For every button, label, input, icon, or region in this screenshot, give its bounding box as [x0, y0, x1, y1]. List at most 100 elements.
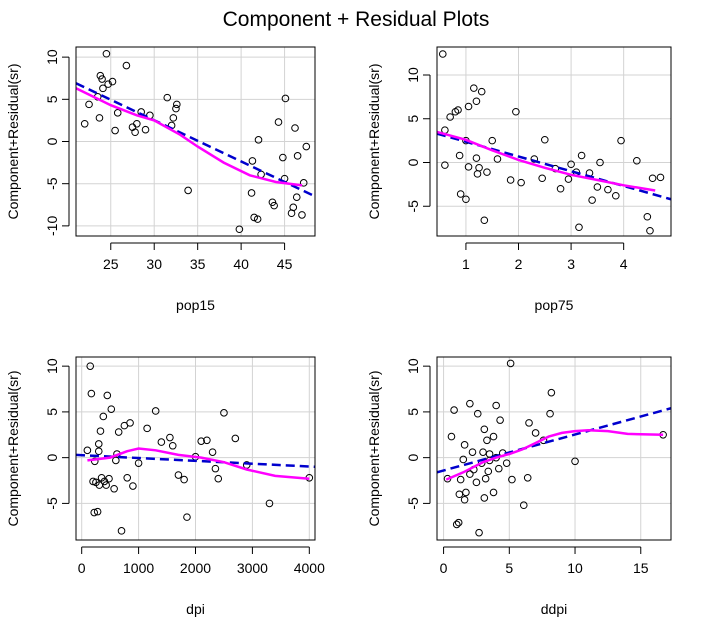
- smooth-line: [87, 447, 310, 480]
- data-point: [484, 467, 493, 476]
- data-point: [577, 151, 586, 160]
- data-point: [103, 391, 112, 400]
- data-point: [151, 407, 160, 415]
- data-point: [90, 457, 99, 466]
- data-point: [99, 84, 107, 93]
- y-tick-label: -5: [44, 497, 60, 510]
- data-point: [517, 178, 525, 187]
- data-point: [105, 474, 113, 483]
- data-point: [299, 179, 308, 187]
- data-point: [611, 191, 620, 200]
- data-point: [460, 441, 469, 449]
- x-axis-label: ddpi: [541, 601, 567, 617]
- data-point: [593, 183, 602, 191]
- data-point: [477, 87, 486, 96]
- data-point: [133, 119, 141, 128]
- data-point: [452, 520, 461, 529]
- data-point: [556, 184, 565, 193]
- data-point: [86, 362, 95, 370]
- data-point: [483, 436, 491, 445]
- data-point: [468, 448, 477, 456]
- data-point: [494, 464, 503, 473]
- data-point: [472, 154, 481, 162]
- data-point: [489, 432, 498, 441]
- data-point: [475, 163, 483, 172]
- data-point: [90, 508, 99, 517]
- data-point: [441, 161, 449, 169]
- fit-line: [436, 407, 672, 474]
- data-point: [472, 97, 481, 106]
- data-point: [567, 160, 575, 169]
- data-point: [480, 494, 489, 502]
- plot-frame: [436, 46, 672, 237]
- data-point: [114, 428, 123, 436]
- data-point: [129, 482, 137, 490]
- data-point: [281, 94, 290, 103]
- panel-ddpi: 0 5 10 15 -5 0 5 10 ddpi Component+Residual(sr): [366, 356, 672, 617]
- smooth-line: [445, 428, 664, 481]
- x-axis-label: pop75: [535, 297, 574, 313]
- data-point: [643, 212, 652, 221]
- data-point: [531, 429, 540, 437]
- data-point: [617, 136, 625, 145]
- data-point: [231, 434, 240, 443]
- y-tick-label: -5: [44, 177, 60, 190]
- data-point: [473, 170, 482, 178]
- data-point: [547, 388, 556, 397]
- data-point: [656, 173, 665, 182]
- y-tick-label: 5: [44, 408, 60, 416]
- data-point: [123, 473, 132, 482]
- data-point: [169, 114, 178, 122]
- data-point: [483, 168, 491, 176]
- data-point: [126, 419, 134, 427]
- x-tick-label: 10: [567, 560, 583, 576]
- data-point: [479, 448, 487, 456]
- data-point: [270, 201, 278, 210]
- data-point: [94, 447, 103, 456]
- data-point: [174, 471, 183, 479]
- data-point: [122, 61, 131, 70]
- data-point: [113, 109, 122, 117]
- data-point: [493, 155, 502, 163]
- data-point: [163, 93, 172, 102]
- data-point: [293, 152, 302, 160]
- data-point: [633, 156, 641, 165]
- data-point: [131, 128, 139, 137]
- panel-pop15: 25 30 35 40 45 -10 -5 0 5 10 pop15 Component+Residu…: [5, 46, 316, 313]
- data-point: [184, 186, 192, 195]
- data-point: [87, 389, 96, 398]
- data-point: [464, 102, 473, 111]
- panel-pop75: 1 2 3 4 -5 0 5 10 pop75 Component+Residual(sr): [366, 46, 672, 313]
- x-tick-label: 35: [190, 256, 206, 272]
- data-point: [265, 499, 274, 508]
- data-point: [475, 528, 483, 537]
- smooth-line: [436, 130, 656, 192]
- x-tick-label: 45: [277, 256, 293, 272]
- y-tick-label: 5: [405, 115, 421, 123]
- data-point: [253, 215, 262, 223]
- data-point: [302, 142, 311, 151]
- data-point: [454, 106, 462, 114]
- y-tick-label: 5: [44, 95, 60, 103]
- data-point: [279, 153, 287, 162]
- x-tick-label: 25: [103, 256, 119, 272]
- x-tick-label: 4000: [294, 560, 325, 576]
- y-tick-label: 10: [44, 358, 60, 374]
- data-point: [110, 484, 118, 493]
- data-point: [519, 501, 528, 510]
- data-point: [85, 100, 93, 109]
- data-point: [102, 481, 110, 489]
- data-point: [512, 107, 520, 116]
- x-tick-label: 30: [146, 256, 162, 272]
- data-point: [481, 474, 490, 483]
- data-point: [523, 473, 532, 482]
- data-point: [102, 49, 111, 58]
- data-point: [604, 185, 612, 194]
- data-point: [172, 104, 180, 113]
- y-axis-label: Component+Residual(sr): [5, 370, 21, 526]
- data-point: [540, 135, 549, 144]
- data-point: [220, 409, 228, 417]
- data-point: [466, 470, 474, 478]
- data-point: [462, 488, 470, 497]
